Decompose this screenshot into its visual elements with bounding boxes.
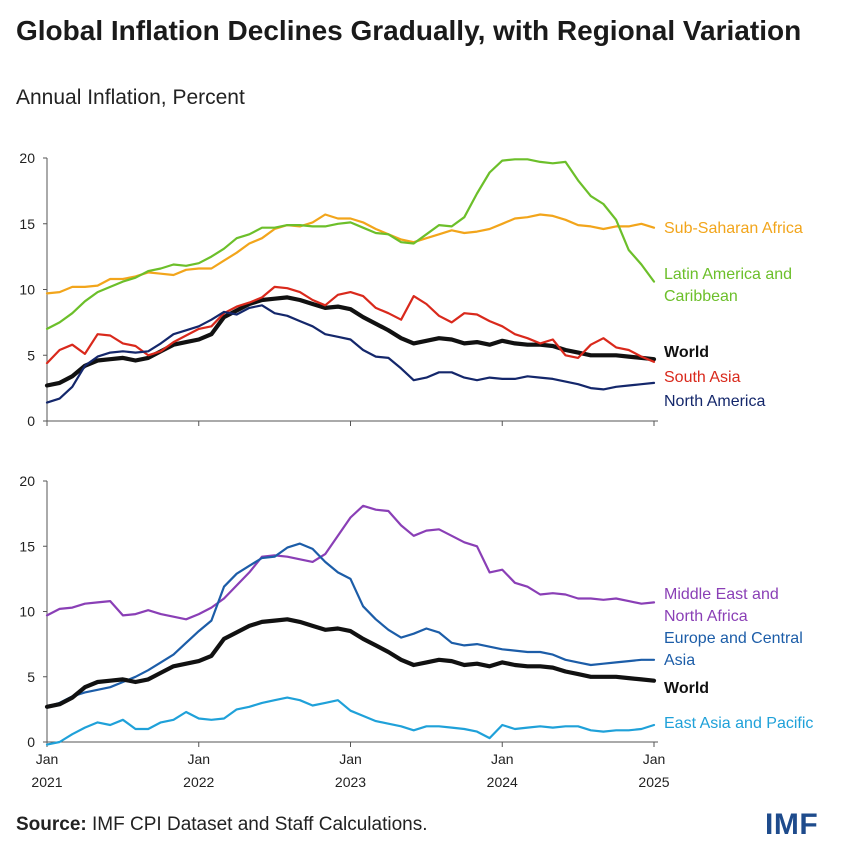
series-label-north-america: North America bbox=[664, 393, 765, 410]
series-label-middle-east-and-north-africa: North Africa bbox=[664, 608, 748, 625]
x-tick-label-month: Jan bbox=[491, 751, 514, 767]
x-tick-label-month: Jan bbox=[339, 751, 362, 767]
series-label-europe-and-central-asia: Europe and Central bbox=[664, 630, 803, 647]
x-tick-label-year: 2023 bbox=[335, 774, 366, 790]
y-tick-label: 15 bbox=[19, 216, 35, 232]
series-line-sub-saharan-africa bbox=[47, 215, 654, 294]
series-label-world: World bbox=[664, 680, 709, 697]
source-label: Source: bbox=[16, 814, 87, 835]
x-tick-label-year: 2022 bbox=[183, 774, 214, 790]
series-label-middle-east-and-north-africa: Middle East and bbox=[664, 586, 779, 603]
series-label-europe-and-central-asia: Asia bbox=[664, 652, 695, 669]
series-line-world bbox=[47, 619, 654, 707]
y-tick-label: 10 bbox=[19, 282, 35, 298]
series-line-north-america bbox=[47, 305, 654, 402]
x-tick-label-month: Jan bbox=[187, 751, 210, 767]
series-line-world bbox=[47, 297, 654, 385]
series-line-middle-east-and-north-africa bbox=[47, 506, 654, 620]
series-line-latin-america-and-caribbean bbox=[47, 159, 654, 329]
y-tick-label: 20 bbox=[19, 473, 35, 489]
imf-logo: IMF bbox=[765, 808, 818, 842]
x-tick-label-month: Jan bbox=[643, 751, 666, 767]
x-tick-label-year: 2025 bbox=[638, 774, 669, 790]
series-label-latin-america-and-caribbean: Latin America and bbox=[664, 266, 792, 283]
x-tick-label-month: Jan bbox=[36, 751, 59, 767]
series-label-east-asia-and-pacific: East Asia and Pacific bbox=[664, 715, 813, 732]
chart-canvas: 0 5 10 15 20 Sub-Saharan Africa Latin America … bbox=[0, 0, 862, 860]
series-label-latin-america-and-caribbean: Caribbean bbox=[664, 288, 738, 305]
x-tick-label-year: 2021 bbox=[31, 774, 62, 790]
y-tick-label: 20 bbox=[19, 150, 35, 166]
series-label-world: World bbox=[664, 344, 709, 361]
x-tick-label-year: 2024 bbox=[487, 774, 518, 790]
y-tick-label: 5 bbox=[27, 669, 35, 685]
y-tick-label: 15 bbox=[19, 538, 35, 554]
source-text: IMF CPI Dataset and Staff Calculations. bbox=[92, 814, 427, 835]
y-tick-label: 0 bbox=[27, 413, 35, 429]
source-note: Source: IMF CPI Dataset and Staff Calcul… bbox=[16, 814, 428, 836]
series-label-south-asia: South Asia bbox=[664, 369, 741, 386]
series-label-sub-saharan-africa: Sub-Saharan Africa bbox=[664, 220, 803, 237]
y-tick-label: 5 bbox=[27, 347, 35, 363]
series-line-east-asia-and-pacific bbox=[47, 698, 654, 745]
y-tick-label: 0 bbox=[27, 734, 35, 750]
y-tick-label: 10 bbox=[19, 604, 35, 620]
